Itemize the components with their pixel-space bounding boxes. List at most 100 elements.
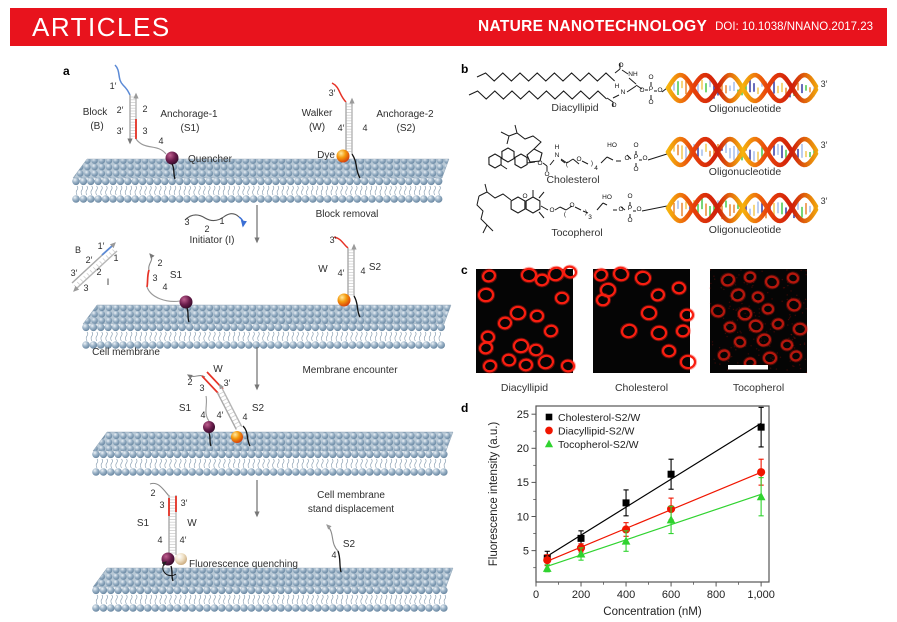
lipid-head: [321, 450, 330, 459]
lipid-tail: [257, 594, 260, 605]
lipid-tail: [360, 331, 363, 342]
cell-ring-glow: [619, 322, 639, 340]
cell-ring: [477, 287, 495, 303]
quencher-sphere: [203, 421, 215, 433]
lipid-head: [119, 341, 127, 349]
bond: [635, 84, 643, 90]
lipid-tail: [389, 185, 392, 196]
bond: [560, 159, 566, 164]
lipid-tail: [110, 185, 113, 196]
lipid-head: [341, 323, 349, 332]
lipid-head: [279, 195, 287, 203]
noise-dot: [758, 349, 760, 351]
released-strand: [326, 524, 339, 552]
lipid-head: [286, 177, 295, 186]
lipid-tail: [399, 458, 402, 469]
lipid-tail: [409, 331, 412, 342]
lipid-tail: [119, 185, 123, 196]
lipid-head: [203, 604, 211, 612]
lipid-tail: [154, 458, 157, 469]
lipid-tail: [129, 331, 133, 342]
lipid-head: [215, 341, 223, 349]
noise-dot: [729, 305, 731, 308]
panel-a-label-55: 3′: [181, 498, 188, 508]
cell-ring: [620, 323, 638, 339]
atom-label-r1-11: O: [624, 155, 629, 162]
lipid-head: [348, 341, 357, 349]
helix-ribbon: [665, 192, 819, 224]
lipid-head: [343, 586, 352, 595]
noise-dot: [727, 360, 730, 363]
cell-ring-glow: [760, 302, 776, 316]
duplex-rung: [225, 404, 231, 409]
lipid-tail: [325, 185, 329, 196]
lipid-head: [331, 177, 339, 186]
lipid-head: [252, 323, 260, 332]
lipid-tail: [262, 458, 265, 469]
lipid-tail: [252, 458, 255, 469]
cell-ring: [554, 291, 570, 305]
micrograph-caption-2: Tocopherol: [733, 382, 784, 394]
lipid-tail: [213, 594, 216, 605]
lipid-head: [144, 450, 152, 459]
lipid-head: [94, 195, 102, 203]
lipid-tail: [125, 331, 128, 342]
lipid-head: [210, 604, 219, 612]
atom-label-r0-3: N: [621, 89, 626, 96]
lipid-tail: [389, 594, 393, 605]
lipid-head: [218, 604, 226, 612]
membrane-anchor: [242, 425, 251, 447]
lipid-head: [222, 341, 231, 349]
lipid-head: [299, 468, 307, 476]
panel-a-label-35: S1: [170, 270, 183, 281]
lipid-head: [114, 586, 122, 595]
lipid-head: [249, 177, 258, 186]
noise-dot: [769, 367, 772, 369]
lipid-head: [218, 586, 226, 595]
lipid-head: [166, 586, 174, 595]
noise-dot: [804, 358, 807, 361]
lipid-head: [136, 468, 145, 476]
lipid-head: [230, 323, 238, 332]
lipid-tail: [316, 594, 319, 605]
lipid-head: [383, 177, 391, 186]
lipid-head: [89, 323, 98, 332]
duplex-rung: [223, 401, 230, 405]
cell-ring-glow: [678, 307, 696, 323]
atom-label-r2-2: (: [564, 211, 567, 218]
lipid-tail: [139, 185, 142, 196]
lipid-head: [181, 604, 189, 612]
lipid-tail: [237, 185, 240, 196]
lipid-tail: [115, 458, 118, 469]
lipid-head: [388, 604, 396, 612]
lipid-head: [353, 177, 362, 186]
lipid-tail: [252, 185, 255, 196]
series-Diacyllipid-S2/W: [543, 458, 766, 567]
lipid-tail: [237, 331, 241, 342]
lipid-tail: [384, 331, 388, 342]
lipid-tail: [404, 458, 407, 469]
lipid-head: [274, 323, 283, 332]
lipid-tail: [144, 185, 147, 196]
lipid-tail: [110, 458, 113, 469]
lipid-head: [121, 450, 130, 459]
panel-c-letter: c: [461, 263, 468, 277]
lipid-head: [129, 604, 137, 612]
phytyl-tail: [476, 183, 512, 234]
lipid-tail: [115, 594, 118, 605]
x-tick-label: 400: [617, 589, 635, 601]
lipid-head: [134, 323, 142, 332]
cell-ring: [547, 266, 565, 282]
series-Tocopherol-S2/W: [542, 477, 766, 573]
lipid-tail: [252, 594, 255, 605]
lipid-head: [267, 341, 275, 349]
lipid-head: [94, 177, 102, 186]
lipid-head: [427, 177, 436, 186]
lipid-head: [225, 450, 233, 459]
lipid-tail: [164, 185, 167, 196]
cell-ring-glow: [559, 358, 577, 374]
lipid-tail: [218, 331, 221, 342]
data-point-circle: [543, 556, 552, 565]
atom-label-r1-2: H: [555, 144, 560, 151]
cell-ring: [518, 358, 534, 372]
